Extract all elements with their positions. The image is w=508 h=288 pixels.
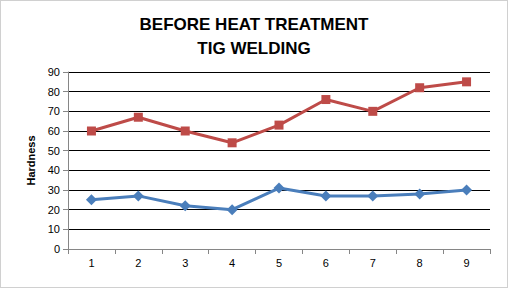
svg-text:30: 30 [48,184,60,196]
svg-text:TIG WELDING: TIG WELDING [197,39,310,58]
svg-text:0: 0 [54,243,60,255]
svg-text:50: 50 [48,145,60,157]
svg-text:2: 2 [135,257,141,269]
svg-text:1: 1 [88,257,94,269]
svg-text:6: 6 [323,257,329,269]
svg-text:90: 90 [48,66,60,78]
svg-text:60: 60 [48,125,60,137]
svg-text:3: 3 [182,257,188,269]
svg-text:Hardness: Hardness [25,135,37,185]
svg-text:5: 5 [276,257,282,269]
svg-text:BEFORE HEAT TREATMENT: BEFORE HEAT TREATMENT [140,15,369,34]
svg-text:9: 9 [463,257,469,269]
svg-text:4: 4 [229,257,235,269]
svg-text:7: 7 [370,257,376,269]
svg-text:20: 20 [48,204,60,216]
svg-text:80: 80 [48,86,60,98]
svg-text:70: 70 [48,105,60,117]
svg-text:10: 10 [48,223,60,235]
svg-text:40: 40 [48,164,60,176]
svg-text:8: 8 [417,257,423,269]
